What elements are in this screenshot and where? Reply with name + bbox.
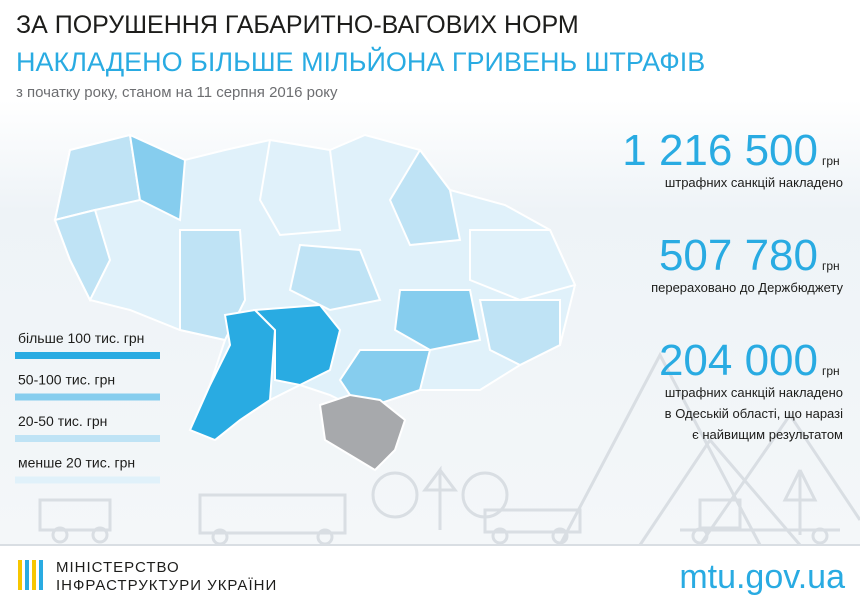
region bbox=[53, 133, 142, 222]
org-name: МІНІСТЕРСТВО bbox=[56, 559, 180, 576]
legend-label: 50-100 тис. грн bbox=[18, 372, 115, 388]
legend-label: 20-50 тис. грн bbox=[18, 413, 107, 429]
stat-unit: грн bbox=[822, 259, 840, 273]
legend-label: більше 100 тис. грн bbox=[18, 330, 144, 346]
stat-caption: штрафних санкцій накладено bbox=[665, 175, 843, 190]
stat-caption: в Одеській області, що наразі bbox=[665, 406, 843, 421]
region bbox=[128, 133, 187, 222]
legend-swatch bbox=[15, 352, 160, 359]
stat-value: 204 000 bbox=[659, 336, 818, 385]
region bbox=[388, 148, 462, 247]
stat-unit: грн bbox=[822, 364, 840, 378]
region bbox=[338, 349, 432, 412]
legend-swatch bbox=[15, 435, 160, 442]
stat-value: 1 216 500 bbox=[622, 126, 818, 175]
legend-swatch bbox=[15, 476, 160, 484]
org-name: ІНФРАСТРУКТУРИ УКРАЇНИ bbox=[56, 577, 277, 594]
stat-caption: перераховано до Держбюджету bbox=[651, 280, 843, 295]
crimea bbox=[318, 393, 407, 472]
url[interactable]: mtu.gov.ua bbox=[679, 558, 845, 596]
stat-value: 507 780 bbox=[659, 231, 818, 280]
region bbox=[53, 208, 112, 303]
legend: більше 100 тис. грн 50-100 тис. грн 20-50 … bbox=[15, 330, 160, 484]
stats: 1 216 500 грн штрафних санкцій накладено 50… bbox=[622, 126, 843, 442]
subtitle: з початку року, станом на 11 серпня 2016… bbox=[16, 84, 338, 101]
region bbox=[393, 289, 482, 352]
stat-caption: є найвищим результатом bbox=[692, 427, 843, 442]
region bbox=[469, 229, 577, 302]
legend-swatch bbox=[15, 393, 160, 401]
title-highlight: НАКЛАДЕНО БІЛЬШЕ МІЛЬЙОНА ГРИВЕНЬ ШТРАФІ… bbox=[16, 46, 705, 77]
legend-label: менше 20 тис. грн bbox=[18, 455, 135, 471]
region bbox=[288, 243, 382, 312]
stat-unit: грн bbox=[822, 154, 840, 168]
title: ЗА ПОРУШЕННЯ ГАБАРИТНО-ВАГОВИХ НОРМ bbox=[16, 11, 579, 39]
region bbox=[478, 299, 561, 367]
logo bbox=[18, 560, 43, 590]
map bbox=[53, 133, 577, 472]
region-highlight bbox=[252, 303, 342, 387]
region bbox=[258, 138, 342, 237]
decoration bbox=[38, 351, 860, 546]
stat-caption: штрафних санкцій накладено bbox=[665, 385, 843, 400]
